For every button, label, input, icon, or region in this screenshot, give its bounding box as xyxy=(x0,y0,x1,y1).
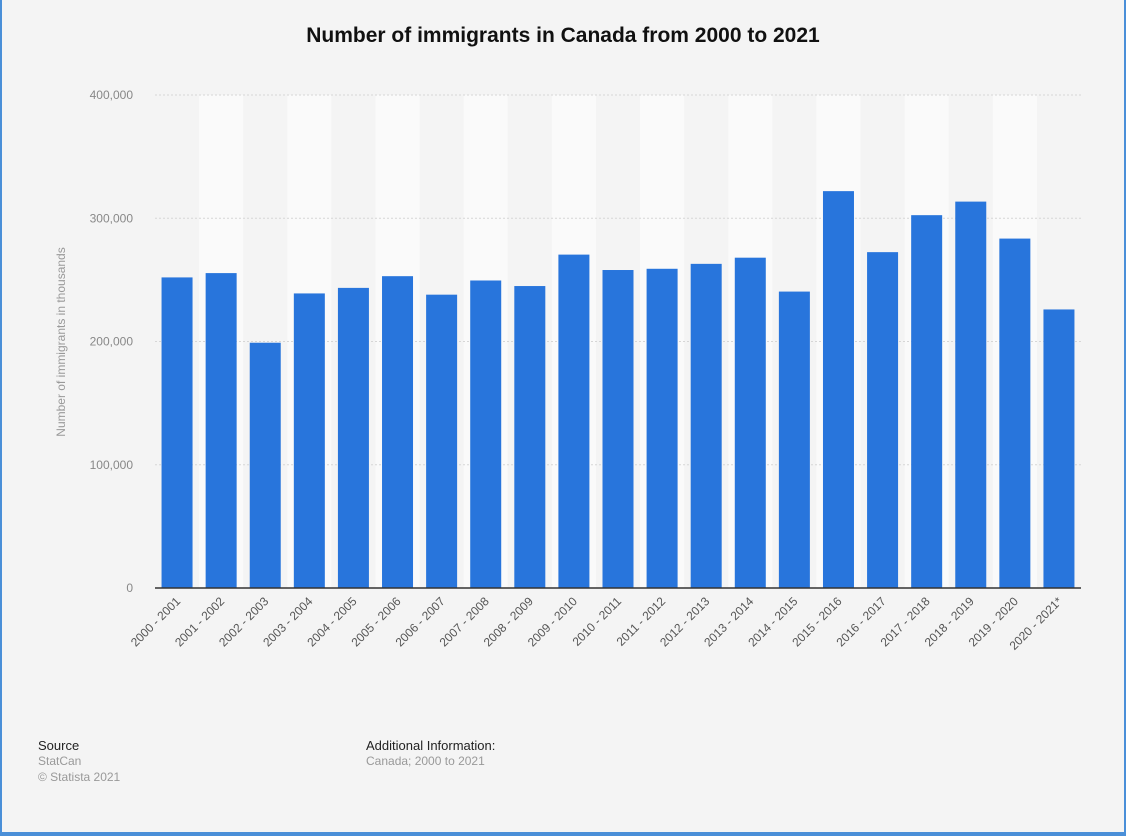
bar[interactable] xyxy=(337,287,369,588)
y-tick-label: 400,000 xyxy=(90,88,134,102)
bar[interactable] xyxy=(734,257,766,588)
bar[interactable] xyxy=(955,201,987,588)
y-tick-label: 200,000 xyxy=(90,335,134,349)
bar[interactable] xyxy=(867,252,899,589)
y-tick-label: 300,000 xyxy=(90,211,134,225)
y-tick-label: 100,000 xyxy=(90,458,134,472)
bar[interactable] xyxy=(426,294,458,588)
y-axis-label: Number of immigrants in thousands xyxy=(54,247,68,436)
bar[interactable] xyxy=(558,254,590,588)
bar[interactable] xyxy=(602,270,634,588)
bar[interactable] xyxy=(646,268,678,588)
bar[interactable] xyxy=(470,280,502,588)
source-line-1: StatCan xyxy=(38,754,82,768)
source-heading: Source xyxy=(38,738,80,753)
source-block: Source StatCan © Statista 2021 xyxy=(38,738,120,785)
bar[interactable] xyxy=(161,277,193,588)
bar[interactable] xyxy=(690,263,722,588)
additional-info-heading: Additional Information: xyxy=(366,738,496,753)
bar[interactable] xyxy=(293,293,325,588)
bar[interactable] xyxy=(999,238,1031,588)
chart-title: Number of immigrants in Canada from 2000… xyxy=(306,24,820,47)
source-line-2: © Statista 2021 xyxy=(38,770,121,784)
additional-info-line: Canada; 2000 to 2021 xyxy=(366,754,485,768)
bar[interactable] xyxy=(1043,309,1075,588)
bars xyxy=(161,191,1075,589)
bar[interactable] xyxy=(822,191,854,588)
bar[interactable] xyxy=(514,286,546,588)
bar[interactable] xyxy=(382,276,414,588)
y-tick-label: 0 xyxy=(126,581,133,595)
y-tick-labels: 0 100,000 200,000 300,000 400,000 xyxy=(90,88,134,595)
bar[interactable] xyxy=(205,273,237,588)
bar[interactable] xyxy=(249,342,281,588)
bar[interactable] xyxy=(778,291,810,588)
bar[interactable] xyxy=(911,215,943,588)
additional-info-block: Additional Information: Canada; 2000 to … xyxy=(366,738,495,769)
